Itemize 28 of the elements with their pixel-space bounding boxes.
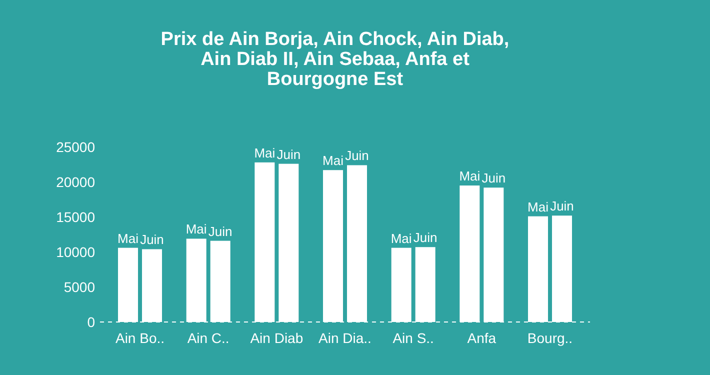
x-tick-label: Ain S.. xyxy=(392,330,434,346)
x-tick-label: Anfa xyxy=(467,330,496,346)
y-tick-label: 5000 xyxy=(64,279,96,295)
y-tick-label: 25000 xyxy=(56,139,96,155)
series-label: Juin xyxy=(550,198,574,214)
x-tick-label: Ain Diab xyxy=(250,330,304,346)
text: Juin xyxy=(413,230,438,246)
text: Juin xyxy=(208,224,232,239)
text: Juin xyxy=(345,148,369,164)
y-tick-label: 15000 xyxy=(56,209,96,225)
y-tick-label: 0 xyxy=(87,314,96,330)
text: Mai xyxy=(322,153,344,168)
x-tick-label: Bourg.. xyxy=(527,330,573,346)
x-tick-label: Ain C.. xyxy=(187,330,230,346)
y-tick-label: 10000 xyxy=(56,244,96,260)
text: Mai xyxy=(186,222,207,237)
text: Juin xyxy=(140,232,164,248)
text: Juin xyxy=(482,170,506,186)
text: Juin xyxy=(276,146,301,162)
text: Mai xyxy=(528,199,548,214)
chart-title: Prix de Ain Borja, Ain Chock, Ain Diab, Ain Diab II, Ain Sebaa, Anfa et Bourgogne Est xyxy=(160,29,510,90)
text: Mai xyxy=(459,168,480,184)
series-label: Mai xyxy=(118,230,139,246)
text: Mai xyxy=(254,145,276,160)
x-tick-label: Ain Dia.. xyxy=(318,330,372,346)
y-tick-label: 20000 xyxy=(56,174,96,190)
x-tick-label: Ain Bo.. xyxy=(115,330,165,346)
text: Mai xyxy=(390,230,412,246)
